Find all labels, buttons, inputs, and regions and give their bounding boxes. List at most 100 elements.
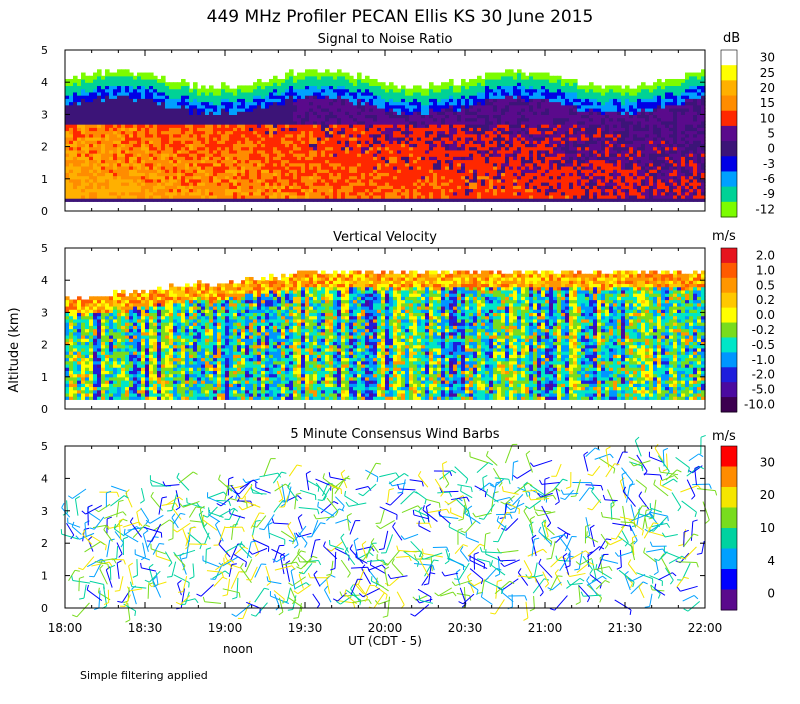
- snr-cell: [93, 91, 98, 96]
- snr-cell: [81, 104, 86, 109]
- snr-cell: [109, 107, 114, 112]
- snr-cell: [305, 165, 310, 170]
- snr-cell: [329, 124, 334, 128]
- snr-cell: [145, 172, 150, 177]
- snr-cell: [249, 182, 254, 186]
- snr-cell: [209, 153, 214, 157]
- snr-cell: [161, 127, 166, 132]
- snr-cell: [273, 124, 278, 128]
- snr-cell: [149, 172, 154, 177]
- snr-cell: [141, 72, 146, 77]
- snr-cell: [237, 107, 242, 112]
- snr-cell: [293, 140, 298, 144]
- snr-cell: [157, 98, 162, 103]
- snr-cell: [209, 143, 214, 148]
- snr-cell: [317, 178, 322, 183]
- snr-cell: [277, 136, 282, 141]
- snr-cell: [197, 156, 202, 161]
- snr-cell: [153, 82, 158, 87]
- snr-cell: [273, 153, 278, 157]
- snr-cell: [273, 188, 278, 193]
- snr-cell: [213, 165, 218, 170]
- snr-cell: [101, 188, 106, 193]
- snr-cell: [261, 127, 266, 132]
- snr-cell: [269, 140, 274, 144]
- snr-cell: [301, 124, 306, 128]
- snr-cell: [285, 114, 290, 119]
- snr-cell: [277, 143, 282, 148]
- snr-cell: [329, 114, 334, 119]
- snr-cell: [313, 120, 318, 125]
- snr-cell: [209, 178, 214, 183]
- snr-cell: [217, 98, 222, 103]
- snr-cell: [69, 130, 74, 135]
- snr-cell: [105, 98, 110, 103]
- snr-cell: [261, 146, 266, 151]
- snr-cell: [321, 124, 326, 128]
- snr-cell: [65, 198, 70, 202]
- snr-cell: [69, 114, 74, 119]
- snr-cell: [333, 88, 338, 93]
- snr-cell: [165, 172, 170, 177]
- snr-cell: [325, 182, 330, 186]
- snr-cell: [301, 146, 306, 151]
- snr-cell: [213, 124, 218, 128]
- snr-cell: [141, 153, 146, 157]
- snr-cell: [193, 124, 198, 128]
- snr-cell: [245, 120, 250, 125]
- snr-cell: [113, 162, 118, 167]
- snr-cell: [329, 72, 334, 77]
- snr-cell: [89, 143, 94, 148]
- snr-cell: [329, 95, 334, 99]
- snr-cell: [97, 191, 102, 196]
- snr-cell: [101, 95, 106, 99]
- snr-cell: [85, 111, 90, 115]
- snr-cell: [137, 78, 142, 83]
- snr-cell: [205, 127, 210, 132]
- snr-cell: [137, 85, 142, 90]
- snr-cell: [93, 101, 98, 106]
- snr-cell: [289, 165, 294, 170]
- snr-cell: [269, 165, 274, 170]
- snr-cell: [233, 95, 238, 99]
- snr-cell: [125, 91, 130, 96]
- snr-cell: [97, 69, 102, 74]
- snr-cell: [257, 114, 262, 119]
- snr-cell: [269, 117, 274, 122]
- snr-cell: [253, 124, 258, 128]
- snr-cell: [153, 159, 158, 164]
- snr-cell: [265, 95, 270, 99]
- snr-cell: [141, 75, 146, 80]
- snr-cell: [173, 178, 178, 183]
- snr-cell: [177, 175, 182, 180]
- snr-cell: [153, 95, 158, 99]
- snr-cell: [141, 101, 146, 106]
- snr-cell: [205, 101, 210, 106]
- snr-cell: [69, 127, 74, 132]
- snr-cell: [137, 91, 142, 96]
- snr-cell: [97, 101, 102, 106]
- snr-cell: [161, 98, 166, 103]
- snr-cell: [181, 182, 186, 186]
- snr-cell: [149, 169, 154, 173]
- snr-cell: [329, 101, 334, 106]
- snr-cell: [129, 98, 134, 103]
- snr-cell: [141, 98, 146, 103]
- snr-cell: [189, 91, 194, 96]
- snr-cell: [173, 120, 178, 125]
- snr-cell: [89, 140, 94, 144]
- snr-cell: [205, 88, 210, 93]
- snr-cell: [325, 127, 330, 132]
- snr-cell: [249, 162, 254, 167]
- snr-cell: [197, 127, 202, 132]
- snr-cell: [201, 165, 206, 170]
- snr-cell: [313, 194, 318, 199]
- snr-cell: [325, 136, 330, 141]
- snr-cell: [273, 182, 278, 186]
- snr-cell: [237, 127, 242, 132]
- snr-cell: [469, 78, 474, 83]
- snr-cell: [189, 153, 194, 157]
- snr-cell: [145, 156, 150, 161]
- snr-cell: [85, 101, 90, 106]
- snr-cell: [273, 114, 278, 119]
